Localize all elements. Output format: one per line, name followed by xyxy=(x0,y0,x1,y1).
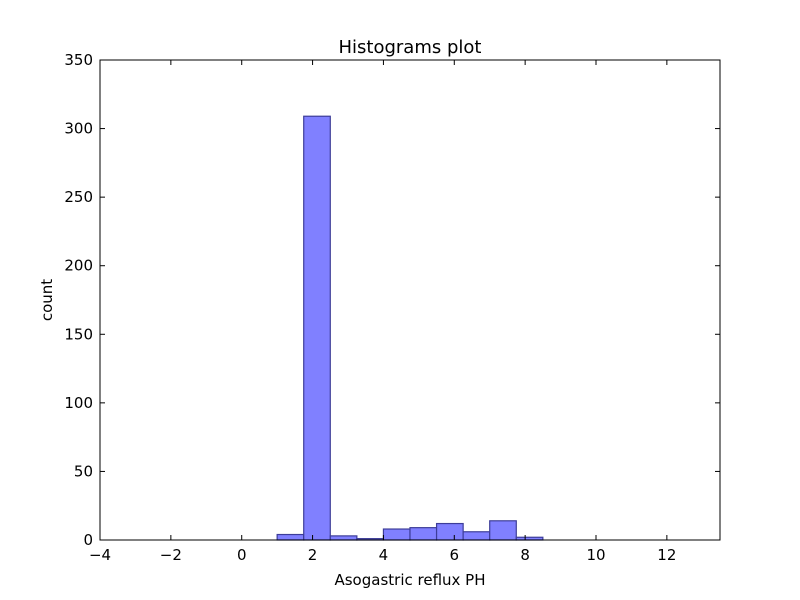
y-tick-label: 150 xyxy=(64,325,93,343)
x-tick-label: 4 xyxy=(379,546,389,564)
x-axis-label: Asogastric reflux PH xyxy=(334,571,485,589)
bars-group xyxy=(276,115,544,541)
histogram-bar-8 xyxy=(489,520,517,541)
histogram-bar-2 xyxy=(329,535,358,541)
ticks-group xyxy=(99,59,720,541)
y-tick-label: 250 xyxy=(64,188,93,206)
y-tick-label: 200 xyxy=(64,257,93,275)
y-tick-label: 0 xyxy=(83,531,93,549)
x-tick-label: 2 xyxy=(308,546,318,564)
histogram-bar-4 xyxy=(382,528,411,541)
y-tick-label: 350 xyxy=(64,51,93,69)
y-tick-label: 100 xyxy=(64,394,93,412)
y-tick-labels: 0 50 100 150 200 250 300 350 xyxy=(64,51,93,549)
y-axis-label: count xyxy=(38,279,56,321)
x-tick-label: 10 xyxy=(586,546,605,564)
histogram-bar-0 xyxy=(276,533,305,541)
histogram-bar-5 xyxy=(409,527,438,541)
x-tick-label: 12 xyxy=(657,546,676,564)
x-tick-labels: −4 −2 0 2 4 6 8 10 12 xyxy=(89,546,676,564)
x-tick-label: 8 xyxy=(520,546,530,564)
y-tick-label: 50 xyxy=(74,462,93,480)
histogram-bar-7 xyxy=(462,531,491,541)
x-tick-label: 6 xyxy=(450,546,460,564)
y-tick-label: 300 xyxy=(64,120,93,138)
chart-title: Histograms plot xyxy=(339,37,482,58)
histogram-bar-1 xyxy=(303,115,331,541)
plot-frame xyxy=(99,59,721,541)
x-tick-label: 0 xyxy=(237,546,247,564)
x-tick-label: −2 xyxy=(160,546,182,564)
histogram-bar-6 xyxy=(435,522,464,541)
x-tick-label: −4 xyxy=(89,546,111,564)
